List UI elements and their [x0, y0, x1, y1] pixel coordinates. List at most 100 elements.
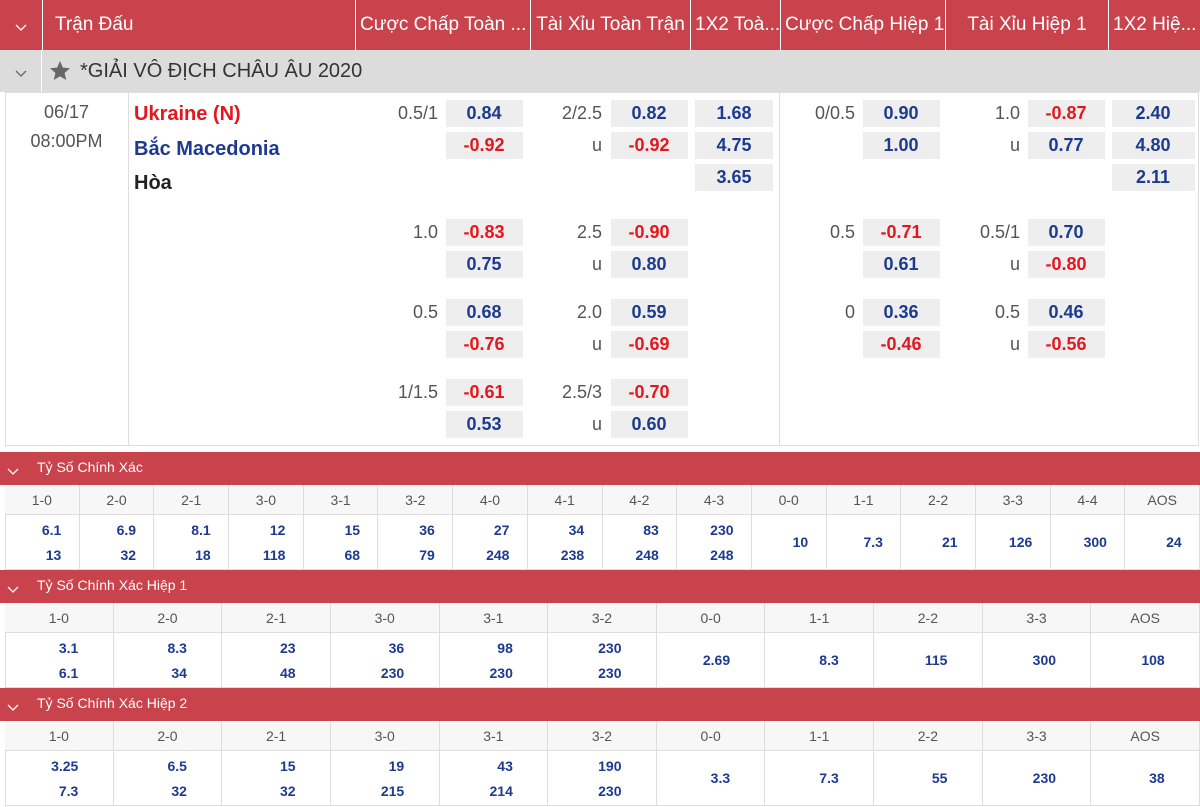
score-odds[interactable]: 230 [598, 665, 622, 681]
score-odds[interactable]: 34 [171, 665, 187, 681]
odds-button[interactable]: -0.83 [445, 218, 523, 246]
team-name[interactable]: Ukraine (N) [134, 103, 241, 125]
score-odds[interactable]: 230 [710, 522, 734, 538]
score-odds[interactable]: 3.1 [58, 640, 79, 656]
score-odds[interactable]: 8.3 [167, 640, 187, 656]
odds-button[interactable]: -0.92 [610, 131, 688, 159]
column-header[interactable]: Tài Xỉu Hiệp 1 [945, 0, 1108, 50]
section-toggle[interactable] [6, 464, 20, 475]
score-odds[interactable]: 3.25 [51, 758, 79, 774]
column-header[interactable]: Cược Chấp Hiệp 1 [780, 0, 945, 50]
odds-button[interactable]: 0.60 [610, 410, 688, 438]
league-toggle[interactable] [14, 66, 28, 77]
score-odds[interactable]: 7.3 [819, 770, 839, 786]
odds-button[interactable]: 0.53 [445, 410, 523, 438]
score-odds[interactable]: 32 [120, 547, 137, 563]
score-odds[interactable]: 215 [380, 783, 405, 799]
odds-button[interactable]: -0.46 [862, 330, 940, 358]
score-odds[interactable]: 230 [380, 665, 405, 681]
score-odds[interactable]: 248 [486, 547, 510, 563]
column-header[interactable]: 1X2 Toà... [690, 0, 780, 50]
odds-button[interactable]: 0.77 [1027, 131, 1105, 159]
score-odds[interactable]: 34 [568, 522, 585, 538]
score-odds[interactable]: 55 [931, 770, 948, 786]
score-odds[interactable]: 248 [635, 547, 659, 563]
score-odds[interactable]: 10 [792, 534, 809, 550]
score-odds[interactable]: 6.5 [167, 758, 187, 774]
odds-button[interactable]: -0.56 [1027, 330, 1105, 358]
score-odds[interactable]: 83 [643, 522, 659, 538]
score-odds[interactable]: 300 [1032, 652, 1057, 668]
score-odds[interactable]: 98 [497, 640, 513, 656]
odds-button[interactable]: 0.75 [445, 250, 523, 278]
odds-button[interactable]: -0.61 [445, 378, 523, 406]
odds-button[interactable]: 0.46 [1027, 298, 1105, 326]
score-odds[interactable]: 230 [489, 665, 513, 681]
score-odds[interactable]: 2.69 [702, 652, 731, 668]
odds-button[interactable]: -0.80 [1027, 250, 1105, 278]
score-odds[interactable]: 248 [710, 547, 734, 563]
section-toggle[interactable] [6, 582, 20, 593]
odds-button[interactable]: 4.75 [695, 131, 773, 159]
score-odds[interactable]: 43 [497, 758, 513, 774]
odds-button[interactable]: -0.69 [610, 330, 688, 358]
score-odds[interactable]: 6.9 [116, 522, 137, 538]
score-odds[interactable]: 115 [924, 652, 948, 668]
score-odds[interactable]: 18 [195, 547, 211, 563]
team-name[interactable]: Hòa [134, 172, 172, 194]
odds-button[interactable]: 2.11 [1111, 163, 1195, 191]
score-odds[interactable]: 36 [419, 522, 435, 538]
column-header[interactable]: Cược Chấp Toàn ... [355, 0, 530, 50]
score-odds[interactable]: 118 [262, 547, 286, 563]
odds-button[interactable]: -0.92 [445, 131, 523, 159]
odds-button[interactable]: 1.00 [862, 131, 940, 159]
score-odds[interactable]: 32 [171, 783, 187, 799]
odds-button[interactable]: -0.76 [445, 330, 523, 358]
score-odds[interactable]: 8.3 [819, 652, 839, 668]
odds-button[interactable]: -0.71 [862, 218, 940, 246]
score-odds[interactable]: 238 [560, 547, 585, 563]
column-header[interactable]: 1X2 Hiệ... [1108, 0, 1200, 50]
odds-button[interactable]: 1.68 [695, 99, 773, 127]
score-odds[interactable]: 126 [1008, 534, 1033, 550]
section-toggle[interactable] [6, 700, 20, 711]
odds-button[interactable]: 2.40 [1111, 99, 1195, 127]
favorite-star[interactable] [49, 60, 71, 82]
odds-button[interactable]: -0.87 [1027, 99, 1105, 127]
column-header[interactable]: Tài Xỉu Toàn Trận [530, 0, 690, 50]
score-odds[interactable]: 8.1 [191, 522, 211, 538]
score-odds[interactable]: 15 [280, 758, 296, 774]
odds-button[interactable]: 0.80 [610, 250, 688, 278]
header-toggle[interactable] [14, 20, 28, 31]
score-odds[interactable]: 24 [1166, 534, 1182, 550]
score-odds[interactable]: 15 [344, 522, 361, 538]
score-odds[interactable]: 230 [598, 783, 622, 799]
odds-button[interactable]: 0.84 [445, 99, 523, 127]
score-odds[interactable]: 68 [344, 547, 361, 563]
odds-button[interactable]: 3.65 [695, 163, 773, 191]
score-odds[interactable]: 38 [1149, 770, 1165, 786]
score-odds[interactable]: 230 [1032, 770, 1057, 786]
score-odds[interactable]: 21 [942, 534, 958, 550]
score-odds[interactable]: 6.1 [41, 522, 62, 538]
score-odds[interactable]: 214 [489, 783, 513, 799]
score-odds[interactable]: 13 [45, 547, 62, 563]
odds-button[interactable]: 0.82 [610, 99, 688, 127]
odds-button[interactable]: 0.90 [862, 99, 940, 127]
score-odds[interactable]: 190 [598, 758, 622, 774]
score-odds[interactable]: 12 [269, 522, 286, 538]
score-odds[interactable]: 7.3 [58, 783, 79, 799]
odds-button[interactable]: 4.80 [1111, 131, 1195, 159]
score-odds[interactable]: 108 [1141, 652, 1165, 668]
score-odds[interactable]: 36 [388, 640, 405, 656]
score-odds[interactable]: 48 [280, 665, 296, 681]
odds-button[interactable]: 0.68 [445, 298, 523, 326]
score-odds[interactable]: 27 [493, 522, 510, 538]
odds-button[interactable]: 0.59 [610, 298, 688, 326]
team-name[interactable]: Bắc Macedonia [134, 138, 280, 160]
score-odds[interactable]: 79 [419, 547, 435, 563]
score-odds[interactable]: 3.3 [710, 770, 731, 786]
score-odds[interactable]: 7.3 [863, 534, 883, 550]
odds-button[interactable]: 0.70 [1027, 218, 1105, 246]
odds-button[interactable]: -0.90 [610, 218, 688, 246]
